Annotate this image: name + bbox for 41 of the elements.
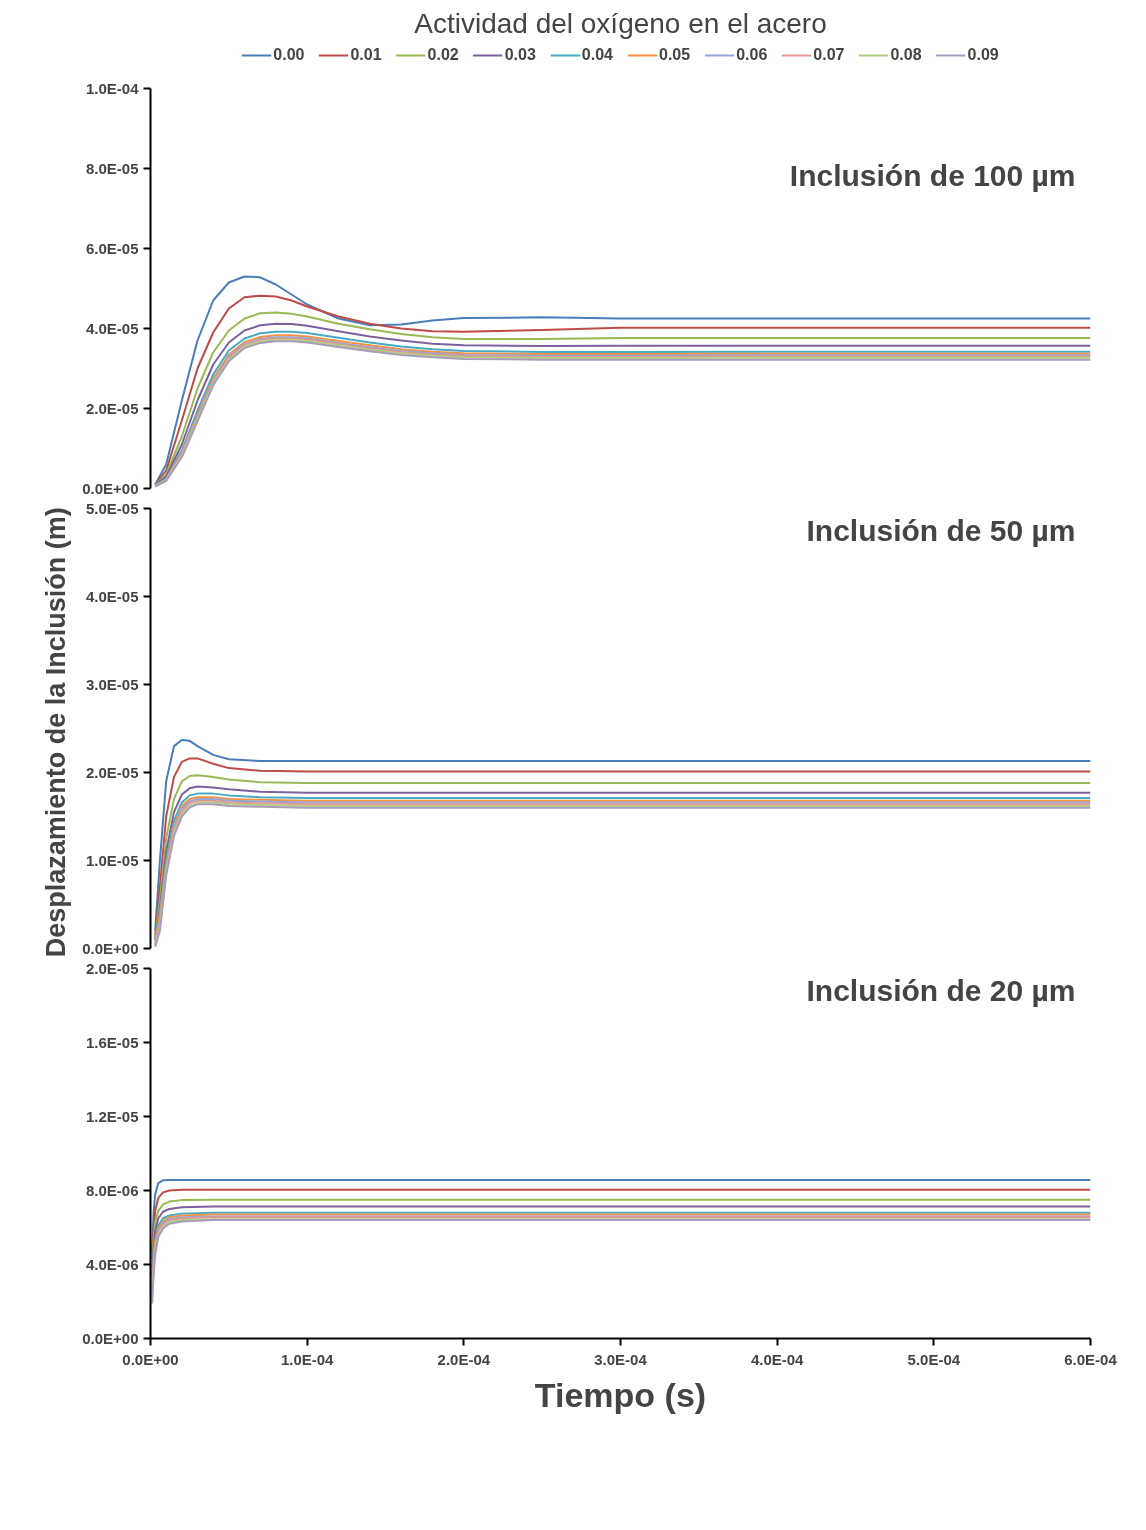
y-tick-label: 8.0E-06 bbox=[85, 1182, 139, 1199]
legend-label: 0.02 bbox=[427, 46, 459, 64]
y-tick-label: 8.0E-05 bbox=[85, 160, 139, 177]
annotation: Inclusión de 50 µm bbox=[806, 513, 1076, 547]
legend-label: 0.03 bbox=[504, 46, 536, 64]
annotation: Inclusión de 20 µm bbox=[806, 973, 1076, 1007]
legend-label: 0.04 bbox=[581, 46, 613, 64]
chart-title: Actividad del oxígeno en el acero bbox=[414, 7, 827, 39]
y-tick-label: 5.0E-05 bbox=[85, 500, 139, 517]
y-tick-label: 0.0E+00 bbox=[82, 939, 139, 957]
y-axis-title: Desplazamiento de la Inclusión (m) bbox=[41, 507, 72, 958]
y-tick-label: 4.0E-06 bbox=[85, 1256, 139, 1273]
y-tick-label: 1.2E-05 bbox=[85, 1108, 139, 1125]
legend-label: 0.00 bbox=[273, 46, 305, 64]
y-tick-label: 1.0E-05 bbox=[85, 852, 139, 869]
x-tick-label: 4.0E-04 bbox=[750, 1350, 805, 1368]
y-tick-label: 2.0E-05 bbox=[85, 764, 139, 781]
y-tick-label: 2.0E-05 bbox=[85, 960, 139, 977]
legend-label: 0.05 bbox=[659, 46, 691, 64]
x-axis-title: Tiempo (s) bbox=[534, 1375, 707, 1414]
x-tick-label: 0.0E+00 bbox=[122, 1350, 179, 1368]
y-tick-label: 0.0E+00 bbox=[82, 479, 139, 497]
y-tick-label: 0.0E+00 bbox=[82, 1330, 139, 1347]
x-tick-label: 1.0E-04 bbox=[280, 1350, 335, 1368]
y-tick-label: 4.0E-05 bbox=[85, 320, 139, 337]
y-tick-label: 6.0E-05 bbox=[85, 240, 139, 257]
legend-label: 0.06 bbox=[736, 46, 768, 64]
legend-label: 0.09 bbox=[967, 46, 999, 64]
legend-label: 0.08 bbox=[890, 46, 922, 64]
y-tick-label: 2.0E-05 bbox=[85, 400, 139, 417]
y-tick-label: 4.0E-05 bbox=[85, 588, 139, 605]
legend-label: 0.01 bbox=[350, 46, 382, 64]
x-tick-label: 6.0E-04 bbox=[1064, 1350, 1118, 1368]
y-tick-label: 1.0E-04 bbox=[85, 80, 140, 97]
legend-label: 0.07 bbox=[813, 46, 845, 64]
x-tick-label: 3.0E-04 bbox=[594, 1350, 648, 1368]
x-tick-label: 5.0E-04 bbox=[907, 1350, 961, 1368]
annotation: Inclusión de 100 µm bbox=[789, 158, 1076, 192]
y-tick-label: 3.0E-05 bbox=[85, 676, 139, 693]
x-tick-label: 2.0E-04 bbox=[437, 1350, 491, 1368]
y-tick-label: 1.6E-05 bbox=[85, 1034, 139, 1051]
